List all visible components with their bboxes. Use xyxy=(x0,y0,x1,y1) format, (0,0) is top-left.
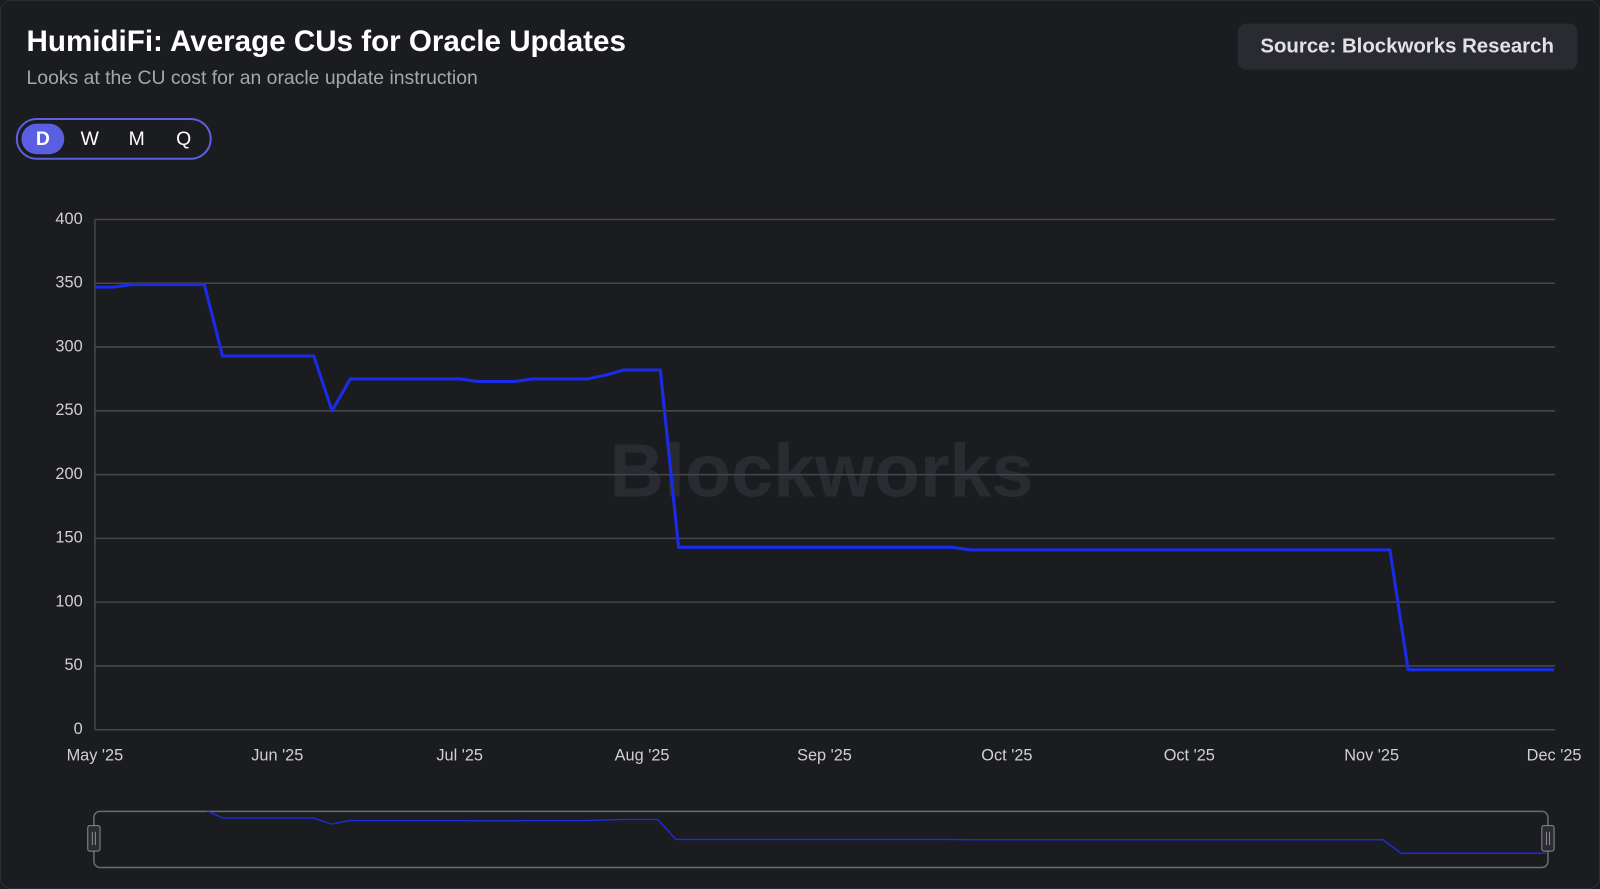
y-tick-label: 400 xyxy=(55,210,82,228)
watermark: Blockworks xyxy=(610,430,1034,514)
x-tick-label: Jun '25 xyxy=(251,747,303,765)
y-tick-label: 250 xyxy=(55,401,82,419)
x-tick-label: Oct '25 xyxy=(981,747,1032,765)
y-tick-label: 350 xyxy=(55,274,82,292)
source-badge xyxy=(1237,23,1578,70)
range-button-label: M xyxy=(129,128,145,150)
y-tick-label: 200 xyxy=(55,465,82,483)
handle-body xyxy=(1541,825,1555,852)
range-button-label: W xyxy=(81,128,100,150)
x-tick-label: Nov '25 xyxy=(1344,747,1399,765)
chart-subtitle: Looks at the CU cost for an oracle updat… xyxy=(27,67,478,89)
handle-body xyxy=(87,825,101,852)
y-tick-label: 300 xyxy=(55,337,82,355)
data-line xyxy=(94,283,1555,672)
chart-title: HumidiFi: Average CUs for Oracle Updates xyxy=(27,25,626,58)
x-tick-label: Oct '25 xyxy=(1164,747,1215,765)
y-tick-label: 50 xyxy=(64,656,82,674)
source-label: Source: Blockworks Research xyxy=(1260,35,1554,57)
range-selector xyxy=(15,117,212,160)
y-tick-label: 0 xyxy=(74,720,83,738)
navigator-handle[interactable] xyxy=(87,825,101,852)
range-button[interactable]: W xyxy=(81,128,100,150)
x-tick-label: Dec '25 xyxy=(1527,747,1582,765)
navigator-handle[interactable] xyxy=(1541,825,1555,852)
x-tick-label: Jul '25 xyxy=(436,747,483,765)
range-button-label: D xyxy=(36,128,50,150)
x-tick-label: May '25 xyxy=(67,747,124,765)
x-tick-label: Aug '25 xyxy=(615,747,670,765)
range-button-label: Q xyxy=(176,128,191,150)
y-tick-label: 100 xyxy=(55,592,82,610)
range-button-bg xyxy=(21,123,65,155)
x-tick-label: Sep '25 xyxy=(797,747,852,765)
range-button[interactable]: M xyxy=(129,128,145,150)
range-button[interactable]: Q xyxy=(176,128,191,150)
range-button[interactable]: D xyxy=(21,123,65,155)
navigator-line xyxy=(206,811,1546,854)
y-tick-label: 150 xyxy=(55,529,82,547)
